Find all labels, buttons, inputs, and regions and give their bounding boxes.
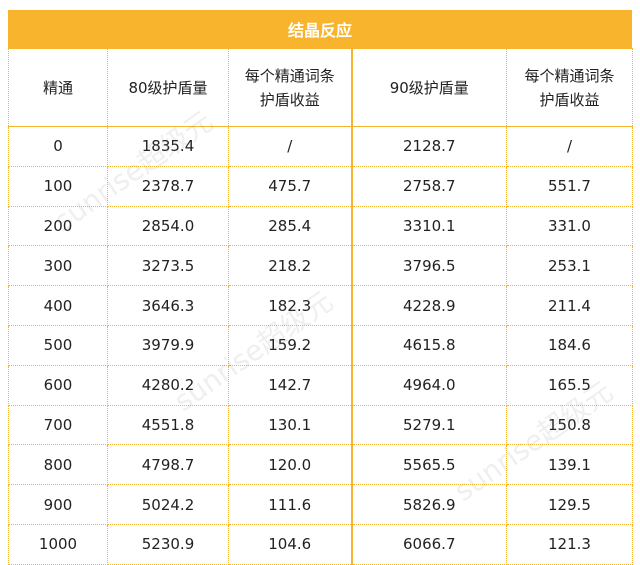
table-cell: 3646.3: [107, 285, 229, 326]
table-cell: 3979.9: [107, 324, 229, 366]
table-cell: 142.7: [228, 364, 353, 406]
table-row: 900 5024.2 111.6 5826.9 129.5: [8, 484, 633, 525]
table-cell: 111.6: [228, 484, 353, 525]
table-cell: 130.1: [228, 404, 353, 446]
table-cell: 5279.1: [351, 404, 507, 446]
table-cell: 150.8: [506, 404, 633, 446]
table-cell: 4964.0: [351, 364, 507, 406]
table-cell: 0: [8, 126, 108, 167]
table-cell: 551.7: [506, 165, 633, 207]
table-cell: 4798.7: [107, 444, 229, 486]
table-cell: 500: [8, 324, 108, 366]
table-cell: 104.6: [228, 523, 353, 565]
header-text-gain-90: 每个精通词条 护盾收益: [524, 66, 615, 109]
table-cell: 475.7: [228, 165, 353, 207]
table-cell: 900: [8, 484, 108, 525]
table-cell: 4615.8: [351, 324, 507, 366]
header-row: 精通 80级护盾量 每个精通词条 护盾收益 90级护盾量 每个精通词条 护盾收益: [8, 48, 633, 127]
table-cell: 4228.9: [351, 285, 507, 326]
table-cell: 400: [8, 285, 108, 326]
table-cell: 5565.5: [351, 444, 507, 486]
table-cell: 4551.8: [107, 404, 229, 446]
table-cell: 253.1: [506, 245, 633, 287]
header-cell-gain-80: 每个精通词条 护盾收益: [228, 48, 353, 127]
table-cell: 5024.2: [107, 484, 229, 525]
table-cell: 1000: [8, 523, 108, 565]
table-cell: 5826.9: [351, 484, 507, 525]
table-cell: 165.5: [506, 364, 633, 406]
header-cell-shield-90: 90级护盾量: [351, 48, 507, 127]
table-row: 1000 5230.9 104.6 6066.7 121.3: [8, 523, 633, 565]
table-cell: 121.3: [506, 523, 633, 565]
header-cell-gain-90: 每个精通词条 护盾收益: [506, 48, 633, 127]
table-cell: 218.2: [228, 245, 353, 287]
table-cell: 2758.7: [351, 165, 507, 207]
table-cell: 139.1: [506, 444, 633, 486]
table-row: 800 4798.7 120.0 5565.5 139.1: [8, 444, 633, 486]
table-cell: /: [506, 126, 633, 167]
table-row: 300 3273.5 218.2 3796.5 253.1: [8, 245, 633, 287]
table-row: 600 4280.2 142.7 4964.0 165.5: [8, 364, 633, 406]
data-table: 精通 80级护盾量 每个精通词条 护盾收益 90级护盾量 每个精通词条 护盾收益…: [8, 48, 633, 565]
table-cell: 2854.0: [107, 205, 229, 247]
table-row: 100 2378.7 475.7 2758.7 551.7: [8, 165, 633, 207]
table-cell: 800: [8, 444, 108, 486]
table-cell: 159.2: [228, 324, 353, 366]
header-cell-mastery: 精通: [8, 48, 108, 127]
table-cell: 3796.5: [351, 245, 507, 287]
table-cell: 184.6: [506, 324, 633, 366]
table-cell: 3310.1: [351, 205, 507, 247]
table-cell: 300: [8, 245, 108, 287]
table-cell: 182.3: [228, 285, 353, 326]
table-cell: 120.0: [228, 444, 353, 486]
table-cell: 3273.5: [107, 245, 229, 287]
table-cell: 211.4: [506, 285, 633, 326]
table-cell: 331.0: [506, 205, 633, 247]
table-cell: 200: [8, 205, 108, 247]
table-cell: 4280.2: [107, 364, 229, 406]
table-row: 200 2854.0 285.4 3310.1 331.0: [8, 205, 633, 247]
table-title: 结晶反应: [8, 10, 632, 48]
header-cell-shield-80: 80级护盾量: [107, 48, 229, 127]
table-cell: 5230.9: [107, 523, 229, 565]
table-row: 400 3646.3 182.3 4228.9 211.4: [8, 285, 633, 326]
table-cell: 6066.7: [351, 523, 507, 565]
table-cell: 285.4: [228, 205, 353, 247]
table-cell: 700: [8, 404, 108, 446]
table-cell: 600: [8, 364, 108, 406]
table-row: 500 3979.9 159.2 4615.8 184.6: [8, 324, 633, 366]
table-cell: 129.5: [506, 484, 633, 525]
table-cell: 100: [8, 165, 108, 207]
table-cell: 2128.7: [351, 126, 507, 167]
table-body: 精通 80级护盾量 每个精通词条 护盾收益 90级护盾量 每个精通词条 护盾收益…: [8, 48, 633, 565]
table-cell: 1835.4: [107, 126, 229, 167]
table-row: 0 1835.4/2128.7/: [8, 126, 633, 167]
table-cell: 2378.7: [107, 165, 229, 207]
header-text-gain-80: 每个精通词条 护盾收益: [244, 66, 335, 109]
table-cell: /: [228, 126, 353, 167]
table-row: 700 4551.8 130.1 5279.1 150.8: [8, 404, 633, 446]
